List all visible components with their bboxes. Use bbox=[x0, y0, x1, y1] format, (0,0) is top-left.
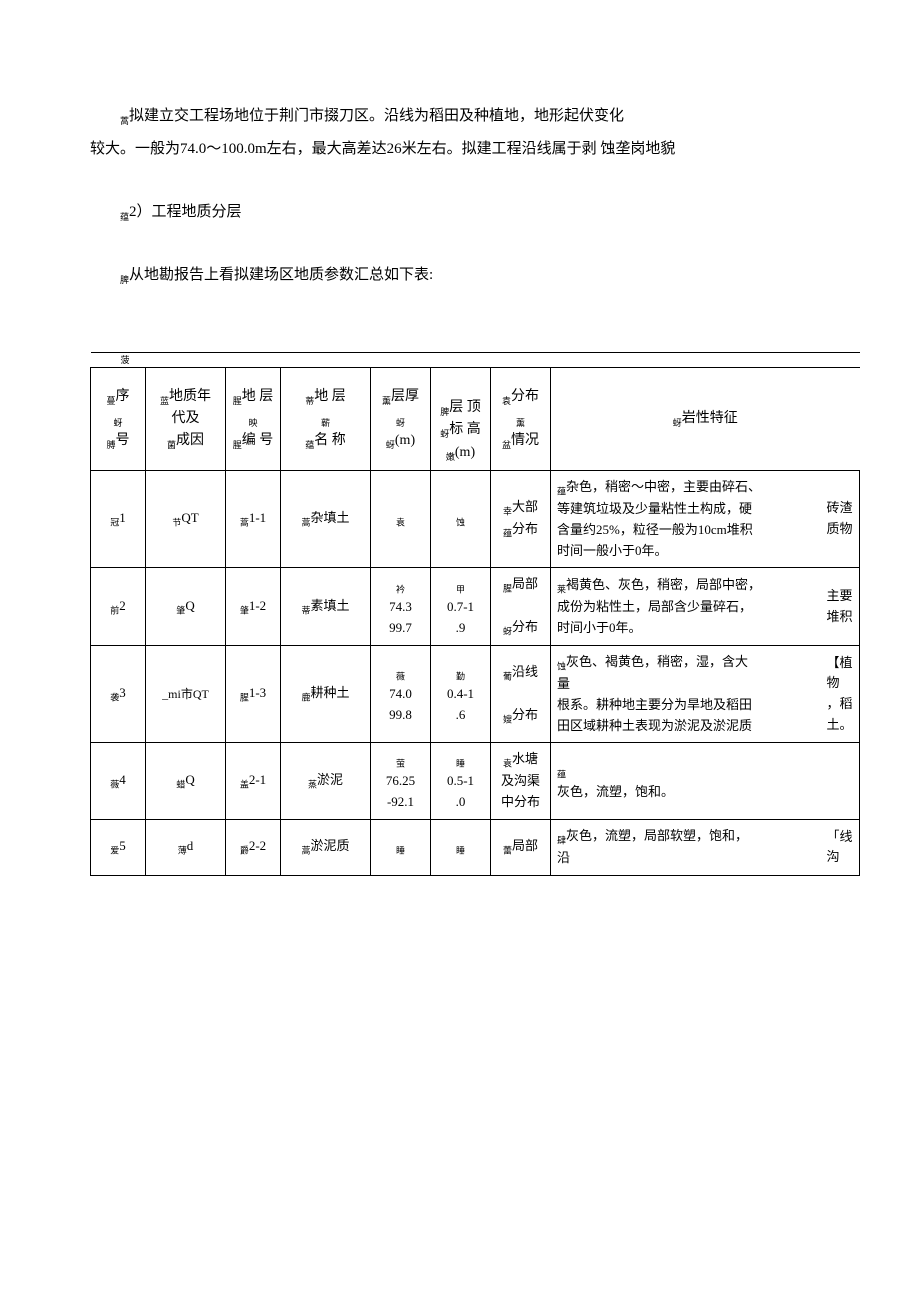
cell-num: 爱5 bbox=[91, 820, 146, 876]
cell-num: 冠1 bbox=[91, 470, 146, 567]
cell-tail: 【植 物 ，稻 土。 bbox=[825, 646, 860, 743]
cell-thick: 衿74.3 99.7 bbox=[371, 568, 431, 646]
cell-elev: 勤0.4-1 .6 bbox=[431, 646, 491, 743]
table-header-row: 蔓序 蚜 膊号 蓝地质年 代及 菌成因 腥地 层 映 腥编 号 蒂地 层 蕲 蕴… bbox=[91, 368, 860, 471]
cell-desc: 肆灰色，流塑，局部软塑，饱和， 沿 bbox=[551, 820, 825, 876]
cell-num: 袭3 bbox=[91, 646, 146, 743]
table-top-rule: 菠 bbox=[91, 353, 860, 368]
header-dist: 袁分布 薰 盆情况 bbox=[491, 368, 551, 471]
cell-code: 盖2-1 bbox=[226, 743, 281, 820]
paragraph-2: 蕴2）工程地质分层 bbox=[90, 196, 860, 229]
cell-tail bbox=[825, 743, 860, 820]
cell-desc: 蚀灰色、褐黄色，稍密，湿，含大 量 根系。耕种地主要分为旱地及稻田 田区域耕种土… bbox=[551, 646, 825, 743]
cell-name: 蒂素填土 bbox=[281, 568, 371, 646]
cell-name: 蒸淤泥 bbox=[281, 743, 371, 820]
cell-age: 肇Q bbox=[146, 568, 226, 646]
cell-dist: 葡沿线嫂分布 bbox=[491, 646, 551, 743]
table-row: 薇4 蜡Q 盖2-1 蒸淤泥 萤76.25 -92.1 睡0.5-1 .0 袁水… bbox=[91, 743, 860, 820]
header-age: 蓝地质年 代及 菌成因 bbox=[146, 368, 226, 471]
cell-tail: 「线 沟 bbox=[825, 820, 860, 876]
table-row: 袭3 _mi市QT 腥1-3 鹿耕种土 薇74.0 99.8 勤0.4-1 .6… bbox=[91, 646, 860, 743]
cell-tail: 砖渣 质物 bbox=[825, 470, 860, 567]
table-row: 冠1 节QT 蒿1-1 蒿杂填土 袁 蚀 幸大部蕴分布 蕴杂色，稍密～中密，主要… bbox=[91, 470, 860, 567]
cell-code: 爵2-2 bbox=[226, 820, 281, 876]
cell-name: 鹿耕种土 bbox=[281, 646, 371, 743]
header-name: 蒂地 层 蕲 蕴名 称 bbox=[281, 368, 371, 471]
cell-thick: 睡 bbox=[371, 820, 431, 876]
p1-line1: 拟建立交工程场地位于荆门市掇刀区。沿线为稻田及种植地，地形起伏变化 bbox=[129, 108, 624, 124]
cell-elev: 睡0.5-1 .0 bbox=[431, 743, 491, 820]
cell-desc: 蕴 灰色，流塑，饱和。 bbox=[551, 743, 825, 820]
p3-text: 从地勘报告上看拟建场区地质参数汇总如下表: bbox=[129, 267, 433, 283]
cell-age: 蜡Q bbox=[146, 743, 226, 820]
header-desc: 蚜岩性特征 bbox=[551, 368, 860, 471]
cell-thick: 薇74.0 99.8 bbox=[371, 646, 431, 743]
cell-desc: 莱褐黄色、灰色，稍密，局部中密， 成份为粘性土，局部含少量碎石， 时间小于0年。 bbox=[551, 568, 825, 646]
header-num: 蔓序 蚜 膊号 bbox=[91, 368, 146, 471]
cell-age: 节QT bbox=[146, 470, 226, 567]
paragraph-1: 蒿拟建立交工程场地位于荆门市掇刀区。沿线为稻田及种植地，地形起伏变化 较大。一般… bbox=[90, 100, 860, 166]
cell-thick: 袁 bbox=[371, 470, 431, 567]
cell-age: _mi市QT bbox=[146, 646, 226, 743]
cell-thick: 萤76.25 -92.1 bbox=[371, 743, 431, 820]
paragraph-3: 脾从地勘报告上看拟建场区地质参数汇总如下表: bbox=[90, 259, 860, 292]
cell-tail: 主要 堆积 bbox=[825, 568, 860, 646]
cell-name: 蒿淤泥质 bbox=[281, 820, 371, 876]
cell-dist: 袁水塘 及沟渠 中分布 bbox=[491, 743, 551, 820]
cell-num: 前2 bbox=[91, 568, 146, 646]
cell-elev: 蚀 bbox=[431, 470, 491, 567]
cell-code: 肇1-2 bbox=[226, 568, 281, 646]
geology-table: 菠 蔓序 蚜 膊号 蓝地质年 代及 菌成因 腥地 层 映 腥编 号 蒂地 层 蕲… bbox=[90, 352, 860, 876]
cell-elev: 甲0.7-1 .9 bbox=[431, 568, 491, 646]
cell-dist: 幸大部蕴分布 bbox=[491, 470, 551, 567]
cell-age: 薄d bbox=[146, 820, 226, 876]
p1-line2: 较大。一般为74.0～100.0m左右，最大高差达26米左右。拟建工程沿线属于剥… bbox=[90, 141, 675, 157]
cell-name: 蒿杂填土 bbox=[281, 470, 371, 567]
cell-elev: 睡 bbox=[431, 820, 491, 876]
table-row: 前2 肇Q 肇1-2 蒂素填土 衿74.3 99.7 甲0.7-1 .9 腥局部… bbox=[91, 568, 860, 646]
cell-code: 蒿1-1 bbox=[226, 470, 281, 567]
cell-dist: 腥局部蚜分布 bbox=[491, 568, 551, 646]
header-thick: 薰层厚 蚜 蚜(m) bbox=[371, 368, 431, 471]
cell-desc: 蕴杂色，稍密～中密，主要由碎石、 等建筑垃圾及少量粘性土构成，硬 含量约25%，… bbox=[551, 470, 825, 567]
header-code: 腥地 层 映 腥编 号 bbox=[226, 368, 281, 471]
table-row: 爱5 薄d 爵2-2 蒿淤泥质 睡 睡 蕾局部 肆灰色，流塑，局部软塑，饱和， … bbox=[91, 820, 860, 876]
cell-dist: 蕾局部 bbox=[491, 820, 551, 876]
p2-text: 2）工程地质分层 bbox=[129, 204, 242, 220]
cell-code: 腥1-3 bbox=[226, 646, 281, 743]
header-elev: 脾层 顶 蚜标 高 嫩(m) bbox=[431, 368, 491, 471]
cell-num: 薇4 bbox=[91, 743, 146, 820]
